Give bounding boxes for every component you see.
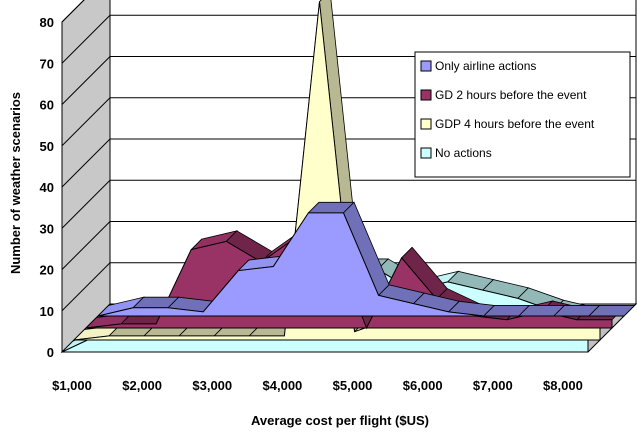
legend-swatch [420,147,432,159]
series-layer [61,0,636,353]
y-tick-labels: 0 10 20 30 40 50 60 70 80 [40,15,54,360]
legend-entry: No actions [435,146,492,160]
y-tick-label: 50 [40,139,54,154]
y-tick-label: 30 [40,221,54,236]
y-tick-label: 80 [40,15,54,30]
series-1 [96,201,636,317]
x-tick-label: $8,000 [543,378,583,393]
gridline [61,0,85,23]
x-tick-label: $6,000 [403,378,443,393]
y-tick-label: 10 [40,304,54,319]
y-tick-label: 0 [47,345,54,360]
y-axis-title: Number of weather scenarios [8,92,23,274]
legend-swatch [420,118,432,130]
x-tick-label: $3,000 [192,378,232,393]
x-tick-label: $5,000 [333,378,373,393]
axes [61,22,588,353]
x-tick-label: $2,000 [122,378,162,393]
left-wall [61,0,111,354]
legend-entry: GDP 4 hours before the event [435,117,595,131]
x-tick-label: $1,000 [52,378,92,393]
legend-entry: GD 2 hours before the event [435,88,587,102]
x-tick-label: $7,000 [473,378,513,393]
gridline [61,14,636,64]
y-tick-label: 70 [40,56,54,71]
y-tick-label: 20 [40,263,54,278]
y-tick-label: 60 [40,98,54,113]
legend-entry: Only airline actions [435,59,536,73]
x-tick-label: $4,000 [263,378,303,393]
gridline [61,179,636,229]
legend-swatch [420,89,432,101]
gridline [61,221,636,270]
y-tick-label: 40 [40,180,54,195]
legend: Only airline actions GD 2 hours before th… [414,51,631,178]
x-tick-labels: $1,000 $2,000 $3,000 $4,000 $5,000 $6,000 $7,0… [52,378,583,393]
legend-swatch [420,60,432,72]
series-area [97,212,624,317]
legend-box [414,51,631,178]
x-axis-title: Average cost per flight ($US) [251,413,429,428]
gridline [61,262,636,312]
